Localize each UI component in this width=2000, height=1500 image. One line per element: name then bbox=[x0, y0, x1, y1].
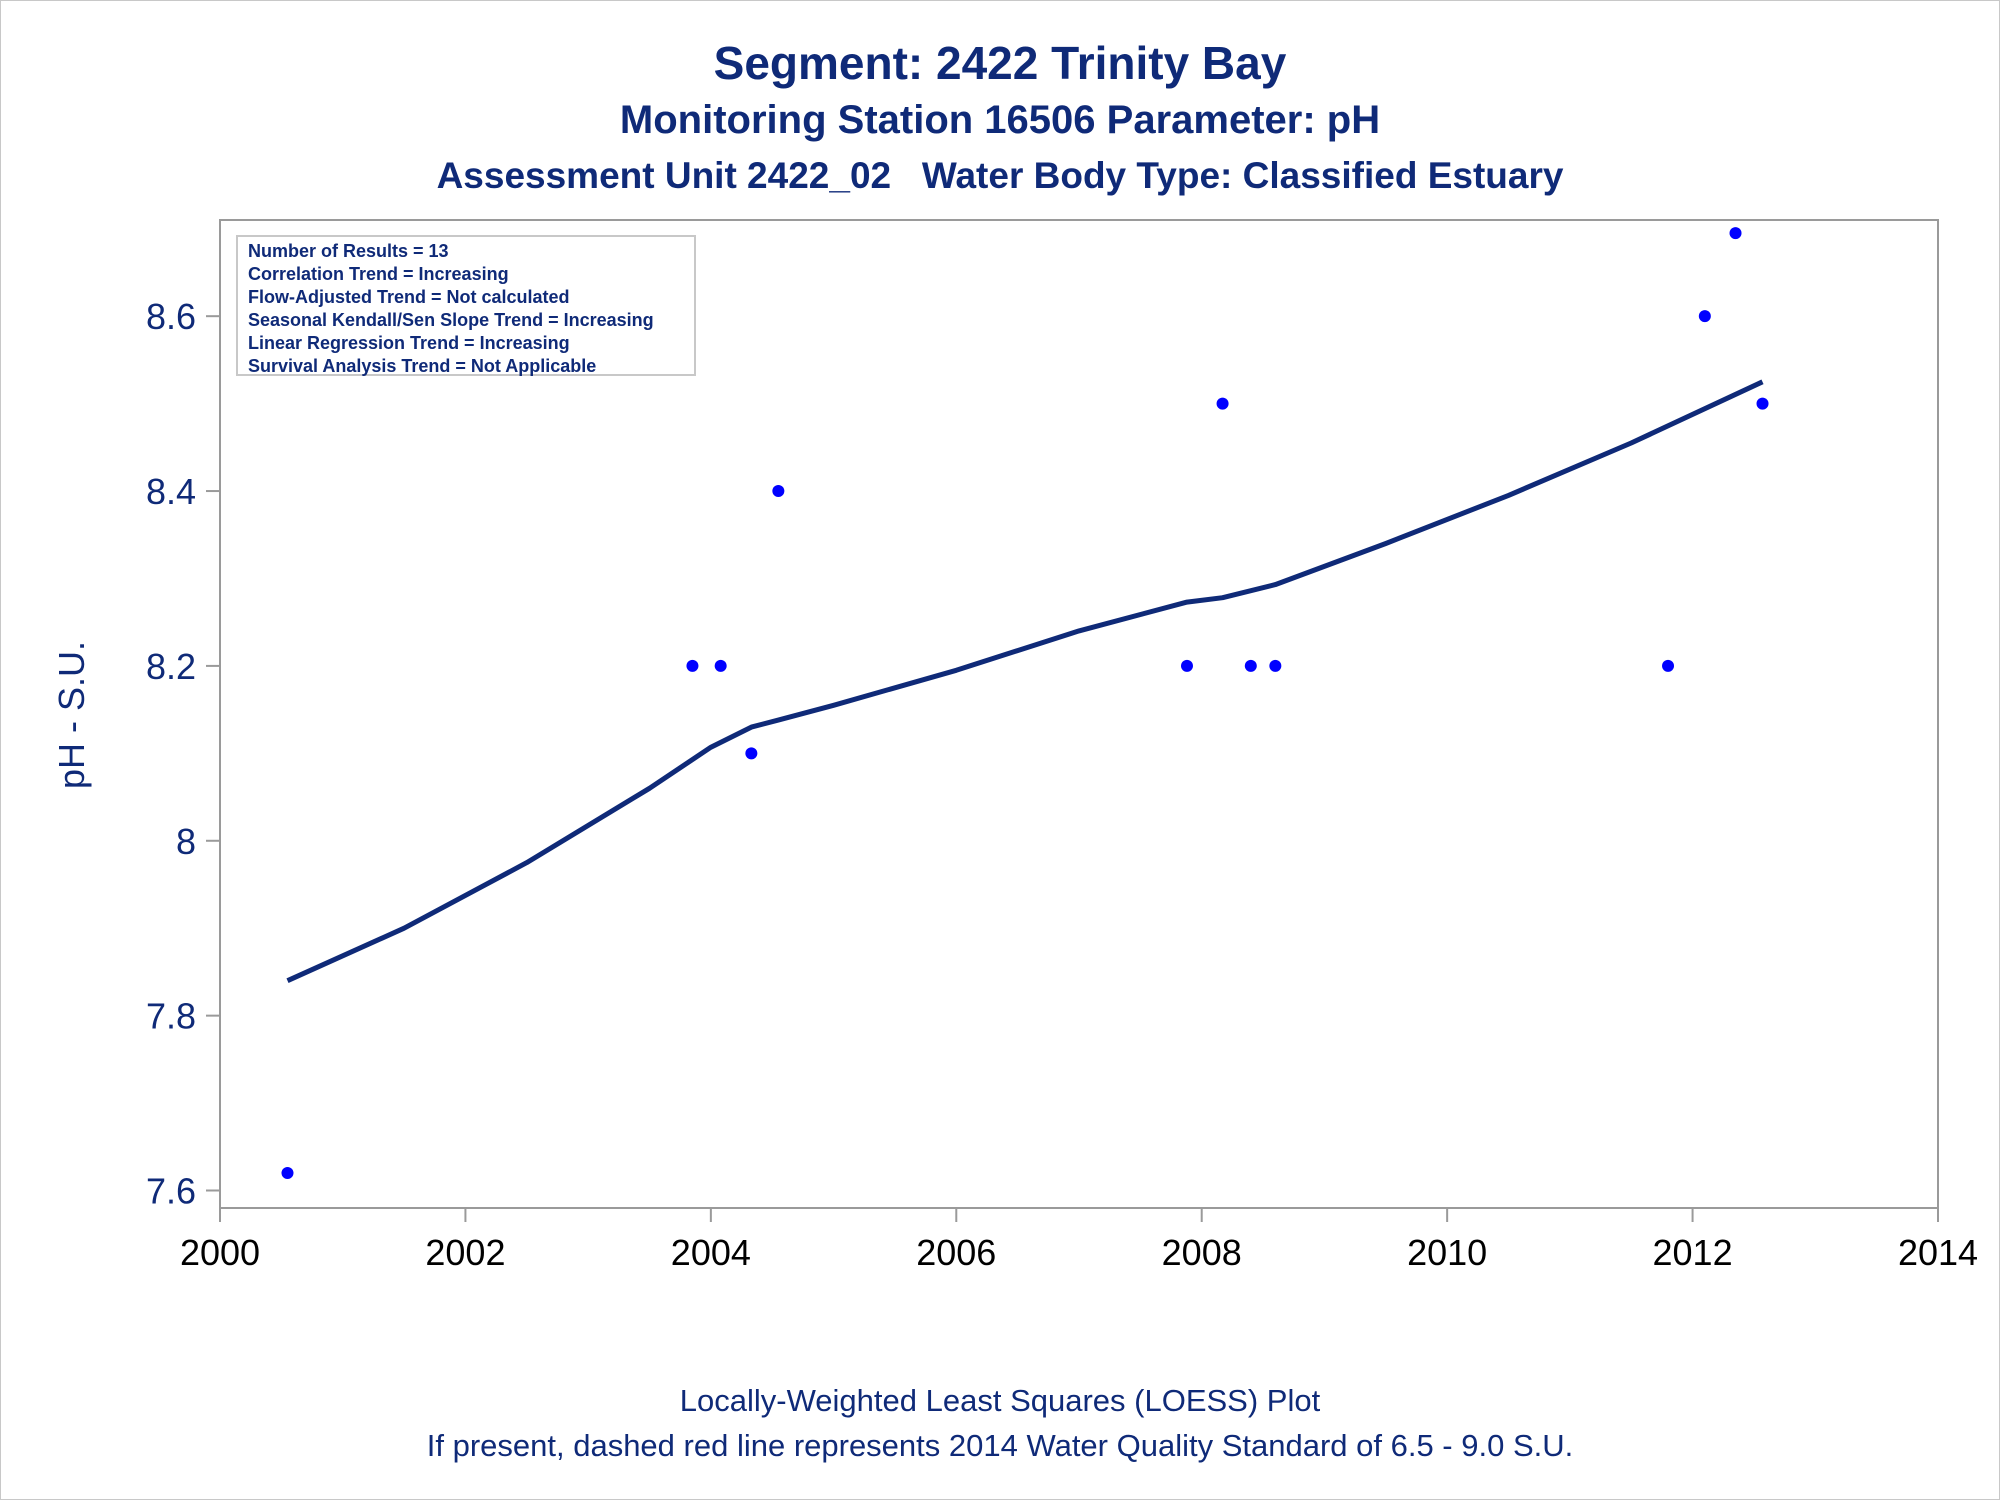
y-tick-label: 8.4 bbox=[146, 471, 196, 512]
x-tick-label: 2010 bbox=[1407, 1232, 1487, 1273]
x-tick-label: 2008 bbox=[1162, 1232, 1242, 1273]
y-axis: 7.6 7.8 8 8.2 8.4 8.6 bbox=[146, 296, 220, 1212]
stats-correlation-trend: Correlation Trend = Increasing bbox=[248, 264, 509, 284]
data-series bbox=[281, 227, 1769, 1180]
footnote-standard: If present, dashed red line represents 2… bbox=[426, 1428, 1574, 1463]
data-point bbox=[1756, 397, 1769, 410]
y-tick-label: 8 bbox=[176, 821, 196, 862]
data-point bbox=[772, 485, 785, 498]
data-point bbox=[1216, 397, 1229, 410]
stats-seasonal-kendall-trend: Seasonal Kendall/Sen Slope Trend = Incre… bbox=[248, 310, 654, 330]
stats-survival-analysis-trend: Survival Analysis Trend = Not Applicable bbox=[248, 356, 597, 376]
stats-number-of-results: Number of Results = 13 bbox=[248, 241, 449, 261]
x-tick-label: 2006 bbox=[916, 1232, 996, 1273]
x-tick-label: 2014 bbox=[1898, 1232, 1978, 1273]
data-point bbox=[281, 1167, 294, 1180]
x-tick-label: 2012 bbox=[1653, 1232, 1733, 1273]
data-point bbox=[1698, 310, 1711, 323]
x-tick-label: 2000 bbox=[180, 1232, 260, 1273]
chart-subtitle: Monitoring Station 16506 Parameter: pH bbox=[619, 98, 1381, 142]
loess-line bbox=[286, 379, 1764, 983]
y-tick-label: 8.2 bbox=[146, 646, 196, 687]
y-tick-label: 8.6 bbox=[146, 296, 196, 337]
data-point bbox=[686, 659, 699, 672]
y-axis-label: pH - S.U. bbox=[51, 640, 92, 790]
data-point bbox=[1244, 659, 1257, 672]
plot-area-frame bbox=[219, 219, 1939, 1209]
stats-linear-regression-trend: Linear Regression Trend = Increasing bbox=[248, 333, 570, 353]
x-tick-label: 2002 bbox=[425, 1232, 505, 1273]
data-point bbox=[714, 659, 727, 672]
data-point bbox=[1662, 659, 1675, 672]
x-axis: 2000 2002 2004 2006 2008 2010 2012 2014 bbox=[180, 1208, 1978, 1273]
data-point bbox=[1180, 659, 1193, 672]
data-point bbox=[1269, 659, 1282, 672]
y-tick-label: 7.8 bbox=[146, 996, 196, 1037]
footnote-loess: Locally-Weighted Least Squares (LOESS) P… bbox=[679, 1383, 1321, 1418]
chart-subtitle-2: Assessment Unit 2422_02 Water Body Type:… bbox=[436, 155, 1564, 196]
chart-title: Segment: 2422 Trinity Bay bbox=[713, 37, 1287, 89]
data-point bbox=[1729, 227, 1742, 240]
stats-flow-adjusted-trend: Flow-Adjusted Trend = Not calculated bbox=[248, 287, 570, 307]
x-tick-label: 2004 bbox=[671, 1232, 751, 1273]
trend-stats-box: Number of Results = 13 Correlation Trend… bbox=[236, 235, 696, 376]
y-tick-label: 7.6 bbox=[146, 1171, 196, 1212]
data-point bbox=[745, 747, 758, 760]
